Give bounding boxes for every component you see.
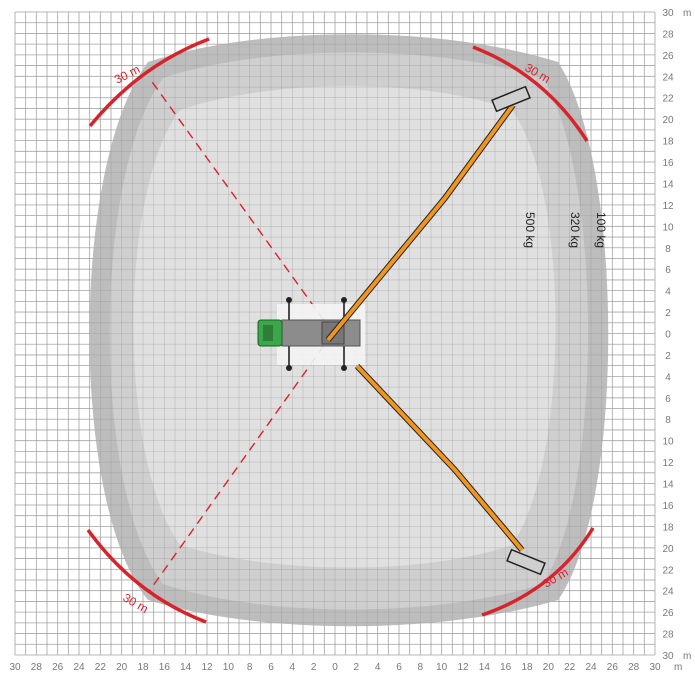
y-tick-label: 8 bbox=[665, 244, 671, 255]
x-tick-label: 30 bbox=[9, 662, 21, 673]
x-tick-label: 22 bbox=[95, 662, 107, 673]
x-tick-label: 20 bbox=[543, 662, 555, 673]
y-tick-label: 22 bbox=[662, 94, 674, 105]
y-axis-unit: m bbox=[683, 8, 691, 19]
y-tick-label: 26 bbox=[662, 51, 674, 62]
y-tick-label: 22 bbox=[662, 565, 674, 576]
x-axis-ticks: 30 28 26 24 22 20 18 16 14 12 10 8 6 4 2 0 2 4 6 8 10 12 14 16 1… bbox=[9, 662, 682, 673]
x-tick-label: 24 bbox=[585, 662, 597, 673]
load-label-500kg: 500 kg bbox=[523, 212, 537, 248]
boom-arm bbox=[326, 103, 515, 342]
platform-basket bbox=[491, 85, 531, 113]
y-tick-label: 28 bbox=[662, 630, 674, 641]
x-tick-label: 22 bbox=[564, 662, 576, 673]
load-label-320kg: 320 kg bbox=[568, 212, 582, 248]
x-tick-label: 16 bbox=[500, 662, 512, 673]
y-tick-label: 2 bbox=[665, 351, 671, 362]
reach-line-bottom-left bbox=[149, 332, 334, 591]
radius-arc-bottom-right bbox=[481, 527, 595, 617]
outrigger-pad bbox=[286, 365, 292, 371]
y-tick-label: 18 bbox=[662, 137, 674, 148]
boom-extended-lower-right bbox=[354, 363, 546, 576]
x-tick-label: 4 bbox=[375, 662, 381, 673]
x-tick-label: 2 bbox=[354, 662, 360, 673]
x-tick-label: 20 bbox=[116, 662, 128, 673]
x-tick-label: 26 bbox=[607, 662, 619, 673]
x-tick-label: 30 bbox=[649, 662, 661, 673]
y-tick-label: 10 bbox=[662, 222, 674, 233]
chassis bbox=[281, 319, 361, 347]
y-axis-unit: m bbox=[683, 651, 691, 662]
x-tick-label: 28 bbox=[628, 662, 640, 673]
x-tick-label: 18 bbox=[521, 662, 533, 673]
y-tick-label: 0 bbox=[665, 330, 671, 341]
y-tick-label: 24 bbox=[662, 587, 674, 598]
x-tick-label: 26 bbox=[52, 662, 64, 673]
x-tick-label: 8 bbox=[247, 662, 253, 673]
y-tick-label: 12 bbox=[662, 201, 674, 212]
x-tick-label: 28 bbox=[31, 662, 43, 673]
y-tick-label: 24 bbox=[662, 72, 674, 83]
boom-extended-upper-right bbox=[325, 85, 531, 342]
x-tick-label: 6 bbox=[396, 662, 402, 673]
x-tick-label: 10 bbox=[223, 662, 235, 673]
y-tick-label: 12 bbox=[662, 458, 674, 469]
x-tick-label: 14 bbox=[479, 662, 491, 673]
platform-basket bbox=[506, 548, 546, 576]
y-tick-label: 6 bbox=[665, 265, 671, 276]
reach-line-top-left bbox=[149, 78, 334, 334]
x-tick-label: 2 bbox=[311, 662, 317, 673]
y-tick-label: 2 bbox=[665, 308, 671, 319]
cab-window bbox=[263, 325, 273, 341]
radius-arc-bottom-left bbox=[86, 528, 207, 624]
x-tick-label: 0 bbox=[332, 662, 338, 673]
y-tick-label: 4 bbox=[665, 372, 671, 383]
y-tick-label: 30 bbox=[662, 651, 674, 662]
radius-arc-top-left bbox=[88, 37, 210, 128]
x-tick-label: 12 bbox=[457, 662, 469, 673]
y-tick-label: 18 bbox=[662, 522, 674, 533]
x-tick-label: 12 bbox=[201, 662, 213, 673]
x-axis-unit: m bbox=[674, 662, 682, 673]
outrigger-pad bbox=[341, 297, 347, 303]
grid-overlay bbox=[14, 11, 656, 656]
y-tick-label: 16 bbox=[662, 158, 674, 169]
y-tick-label: 28 bbox=[662, 29, 674, 40]
y-tick-label: 8 bbox=[665, 415, 671, 426]
x-tick-label: 24 bbox=[73, 662, 85, 673]
x-tick-label: 16 bbox=[159, 662, 171, 673]
y-tick-label: 20 bbox=[662, 544, 674, 555]
load-label-100kg: 100 kg bbox=[594, 212, 608, 248]
y-tick-label: 30 bbox=[662, 8, 674, 19]
y-tick-label: 16 bbox=[662, 501, 674, 512]
outrigger-pad bbox=[286, 297, 292, 303]
y-tick-label: 26 bbox=[662, 608, 674, 619]
y-tick-label: 6 bbox=[665, 394, 671, 405]
x-tick-label: 6 bbox=[268, 662, 274, 673]
x-tick-label: 14 bbox=[180, 662, 192, 673]
y-axis-ticks: 3028262422201816141210864202468101214161… bbox=[662, 8, 691, 662]
x-tick-label: 4 bbox=[290, 662, 296, 673]
radius-arc-top-right bbox=[472, 45, 589, 142]
boom-arm bbox=[355, 364, 524, 552]
x-tick-label: 10 bbox=[436, 662, 448, 673]
x-tick-label: 8 bbox=[418, 662, 424, 673]
y-tick-label: 10 bbox=[662, 437, 674, 448]
y-tick-label: 14 bbox=[662, 179, 674, 190]
y-tick-label: 14 bbox=[662, 480, 674, 491]
outrigger-pad bbox=[341, 365, 347, 371]
x-tick-label: 18 bbox=[137, 662, 149, 673]
y-tick-label: 4 bbox=[665, 287, 671, 298]
y-tick-label: 20 bbox=[662, 115, 674, 126]
